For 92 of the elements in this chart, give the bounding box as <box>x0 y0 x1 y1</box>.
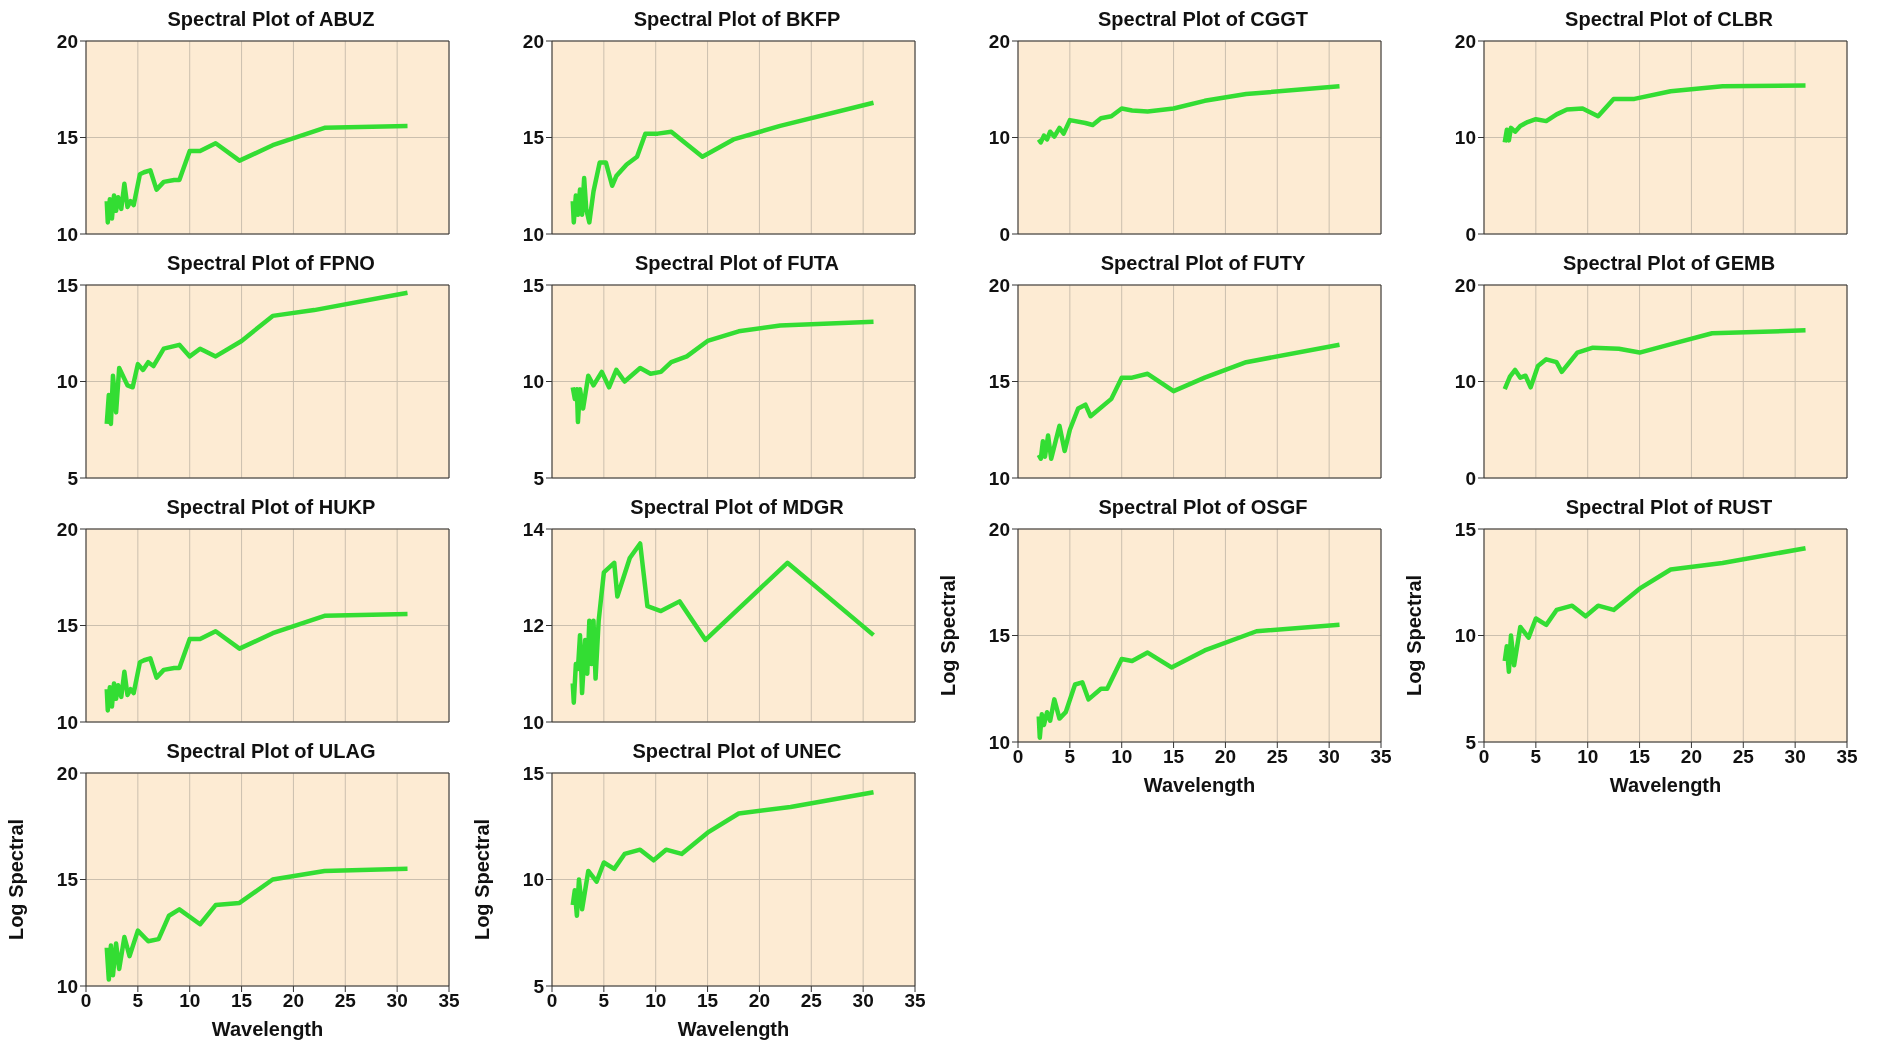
x-tick-label: 5 <box>1530 746 1542 768</box>
chart-title: Spectral Plot of RUST <box>1564 496 1774 519</box>
chart-title: Spectral Plot of FPNO <box>166 252 376 275</box>
x-tick-label: 35 <box>1370 746 1392 768</box>
x-tick-label: 30 <box>386 990 408 1012</box>
x-tick-label: 35 <box>904 990 926 1012</box>
chart-title: Spectral Plot of MDGR <box>629 496 845 519</box>
y-axis-title: Log Spectral <box>1403 574 1426 697</box>
x-tick-label: 25 <box>1732 746 1755 768</box>
y-tick-label: 15 <box>988 625 1011 647</box>
y-tick-label: 20 <box>56 518 78 540</box>
y-tick-label: 15 <box>522 127 545 149</box>
y-tick-label: 10 <box>56 223 78 245</box>
x-tick-label: 25 <box>800 990 823 1012</box>
y-tick-label: 10 <box>522 223 544 245</box>
x-tick-label: 10 <box>1111 746 1133 768</box>
chart-title: Spectral Plot of BKFP <box>632 8 842 31</box>
y-tick-label: 10 <box>988 467 1010 489</box>
chart-title: Spectral Plot of FUTA <box>633 252 841 275</box>
x-tick-label: 25 <box>1266 746 1289 768</box>
chart-title: Spectral Plot of CGGT <box>1097 8 1309 31</box>
x-tick-label: 5 <box>132 990 144 1012</box>
y-tick-label: 20 <box>1454 274 1476 296</box>
y-tick-label: 10 <box>522 869 544 891</box>
chart-title: Spectral Plot of GEMB <box>1561 252 1777 275</box>
y-tick-label: 12 <box>522 615 544 637</box>
chart-title: Spectral Plot of OSGF <box>1097 496 1309 519</box>
y-tick-label: 10 <box>988 127 1010 149</box>
y-tick-label: 15 <box>56 869 79 891</box>
x-tick-label: 30 <box>1318 746 1340 768</box>
x-tick-label: 10 <box>179 990 201 1012</box>
x-tick-label: 20 <box>282 990 304 1012</box>
y-tick-label: 10 <box>1454 371 1476 393</box>
y-tick-label: 20 <box>56 30 78 52</box>
x-axis-title: Wavelength <box>1143 774 1256 796</box>
x-tick-label: 30 <box>852 990 874 1012</box>
x-tick-label: 15 <box>1163 746 1185 768</box>
y-tick-label: 10 <box>988 731 1010 753</box>
y-tick-label: 10 <box>56 711 78 733</box>
y-tick-label: 0 <box>1465 467 1476 489</box>
y-tick-label: 15 <box>1454 518 1477 540</box>
x-tick-label: 10 <box>1577 746 1599 768</box>
y-tick-label: 10 <box>56 371 78 393</box>
y-tick-label: 15 <box>56 127 79 149</box>
y-tick-label: 5 <box>533 975 545 997</box>
y-tick-label: 10 <box>1454 625 1476 647</box>
x-tick-label: 10 <box>645 990 667 1012</box>
y-tick-label: 14 <box>522 518 545 540</box>
x-tick-label: 20 <box>748 990 770 1012</box>
chart-title: Spectral Plot of CLBR <box>1564 8 1774 31</box>
y-tick-label: 15 <box>56 615 79 637</box>
y-tick-label: 5 <box>533 467 545 489</box>
x-tick-label: 20 <box>1680 746 1702 768</box>
x-tick-label: 15 <box>1629 746 1651 768</box>
y-tick-label: 5 <box>1465 731 1477 753</box>
y-tick-label: 15 <box>988 371 1011 393</box>
x-tick-label: 5 <box>1064 746 1076 768</box>
chart-title: Spectral Plot of UNEC <box>631 740 843 763</box>
x-axis-title: Wavelength <box>211 1018 324 1040</box>
y-tick-label: 20 <box>1454 30 1476 52</box>
y-axis-title: Log Spectral <box>937 574 960 697</box>
x-tick-label: 35 <box>1836 746 1858 768</box>
x-tick-label: 5 <box>598 990 610 1012</box>
y-tick-label: 20 <box>988 274 1010 296</box>
y-tick-label: 5 <box>67 467 79 489</box>
y-axis-title: Log Spectral <box>5 818 28 941</box>
x-tick-label: 15 <box>231 990 253 1012</box>
x-tick-label: 20 <box>1214 746 1236 768</box>
x-axis-title: Wavelength <box>1609 774 1722 796</box>
y-tick-label: 20 <box>56 762 78 784</box>
y-tick-label: 10 <box>522 711 544 733</box>
y-tick-label: 10 <box>1454 127 1476 149</box>
chart-title: Spectral Plot of FUTY <box>1099 252 1307 275</box>
chart-title: Spectral Plot of HUKP <box>165 496 377 519</box>
y-tick-label: 15 <box>56 274 79 296</box>
y-tick-label: 20 <box>988 30 1010 52</box>
x-axis-title: Wavelength <box>677 1018 790 1040</box>
y-tick-label: 15 <box>522 274 545 296</box>
y-tick-label: 0 <box>1465 223 1476 245</box>
x-tick-label: 35 <box>438 990 460 1012</box>
y-axis-title: Log Spectral <box>471 818 494 941</box>
chart-title: Spectral Plot of ABUZ <box>166 8 376 31</box>
x-tick-label: 25 <box>334 990 357 1012</box>
x-tick-label: 30 <box>1784 746 1806 768</box>
y-tick-label: 15 <box>522 762 545 784</box>
y-tick-label: 10 <box>56 975 78 997</box>
y-tick-label: 10 <box>522 371 544 393</box>
y-tick-label: 20 <box>522 30 544 52</box>
chart-title: Spectral Plot of ULAG <box>165 740 377 763</box>
x-tick-label: 15 <box>697 990 719 1012</box>
y-tick-label: 20 <box>988 518 1010 540</box>
y-tick-label: 0 <box>999 223 1010 245</box>
